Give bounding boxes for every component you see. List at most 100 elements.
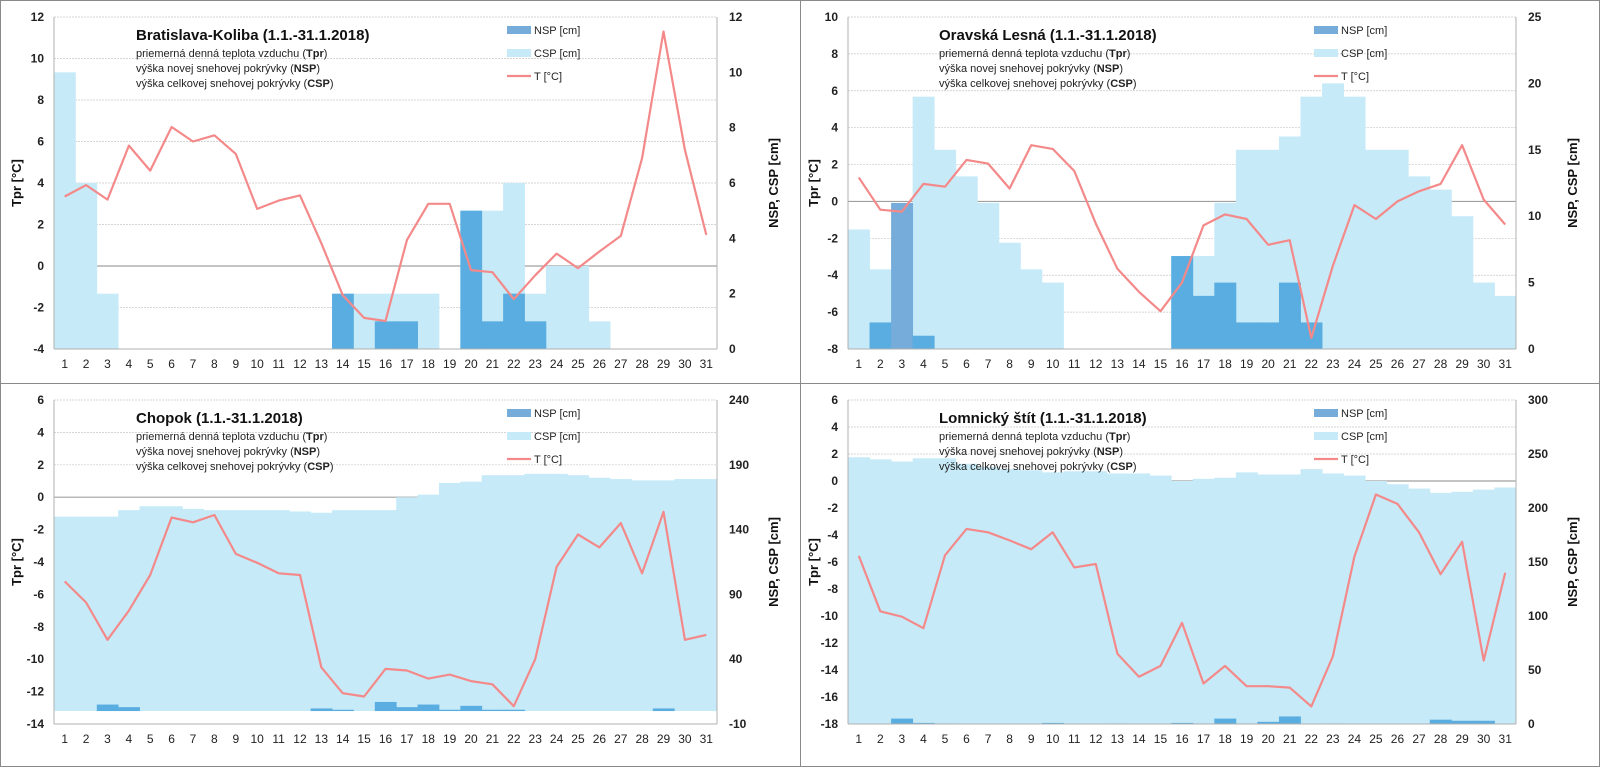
legend-swatch-csp [507, 432, 531, 440]
x-tick-label: 16 [1175, 732, 1189, 746]
x-tick-label: 22 [507, 357, 521, 371]
x-tick-label: 30 [1477, 357, 1491, 371]
csp-bar [310, 512, 333, 712]
x-tick-label: 4 [126, 732, 133, 746]
csp-bar [417, 494, 440, 712]
subtitle-line: výška novej snehovej pokrývky (NSP) [136, 446, 320, 458]
subtitle-end: ) [1127, 431, 1131, 443]
chart-panel-chopok: -14 -12 -10 -8 -6 -4 -2 0 2 4 6 -10 40 90 140 190 240 1 2 3… [0, 383, 801, 767]
subtitle-abbr: CSP [1110, 461, 1133, 473]
csp-bar [848, 229, 870, 349]
nsp-bar [396, 321, 418, 349]
csp-bar [1408, 176, 1431, 349]
nsp-bar [524, 321, 547, 349]
legend-label-t: T [°C] [534, 454, 562, 466]
y-tick-label: -2 [827, 501, 838, 515]
x-tick-label: 9 [1028, 357, 1035, 371]
chart-title: Oravská Lesná (1.1.-31.1.2018) [939, 27, 1157, 44]
x-tick-label: 27 [614, 732, 628, 746]
nsp-bar [438, 709, 461, 712]
nsp-bar [1192, 295, 1215, 349]
y-axis-title: Tpr [°C] [9, 538, 24, 586]
x-tick-label: 29 [1455, 357, 1469, 371]
x-tick-label: 26 [1391, 357, 1405, 371]
x-tick-label: 2 [877, 732, 884, 746]
nsp-bar [891, 718, 914, 724]
x-tick-label: 15 [357, 357, 371, 371]
x-tick-label: 9 [232, 732, 239, 746]
y2-tick-label: 0 [1528, 717, 1535, 731]
subtitle-text: výška celkovej snehovej pokrývky ( [939, 461, 1111, 473]
x-tick-label: 5 [147, 732, 154, 746]
x-tick-label: 25 [571, 357, 585, 371]
x-tick-label: 19 [443, 732, 457, 746]
x-tick-label: 15 [1154, 732, 1168, 746]
csp-bar [1429, 492, 1452, 724]
x-tick-label: 15 [357, 732, 371, 746]
subtitle-text: výška novej snehovej pokrývky ( [136, 446, 294, 458]
csp-bar [631, 480, 654, 712]
y2-tick-label: 25 [1528, 10, 1542, 24]
subtitle-line: priemerná denná teplota vzduchu (Tpr) [136, 431, 327, 443]
csp-bar [1451, 491, 1474, 724]
nsp-bar [417, 704, 440, 712]
x-tick-label: 27 [1412, 357, 1426, 371]
y-tick-label: -10 [821, 609, 839, 623]
nsp-bar [869, 322, 892, 349]
subtitle-text: výška celkovej snehovej pokrývky ( [136, 78, 308, 90]
nsp-bar [1257, 721, 1280, 724]
x-tick-label: 12 [293, 732, 307, 746]
csp-bar [246, 510, 269, 712]
x-tick-label: 7 [190, 357, 197, 371]
x-tick-label: 4 [920, 357, 927, 371]
x-tick-label: 27 [614, 357, 628, 371]
x-tick-label: 14 [1132, 732, 1146, 746]
legend-label-nsp: NSP [cm] [534, 25, 580, 37]
x-tick-label: 26 [593, 357, 607, 371]
nsp-bar [481, 709, 504, 712]
x-tick-label: 30 [1477, 732, 1491, 746]
subtitle-abbr: NSP [1097, 446, 1120, 458]
y-tick-label: 4 [831, 121, 838, 135]
x-tick-label: 1 [855, 732, 862, 746]
csp-bar [1106, 473, 1129, 724]
x-tick-label: 31 [1499, 357, 1513, 371]
subtitle-text: priemerná denná teplota vzduchu ( [939, 48, 1109, 60]
x-tick-label: 12 [1089, 357, 1103, 371]
x-tick-label: 10 [250, 357, 264, 371]
subtitle-abbr: CSP [1110, 78, 1133, 90]
subtitle-end: ) [1133, 461, 1137, 473]
x-tick-label: 28 [1434, 357, 1448, 371]
y-tick-label: -2 [33, 301, 44, 315]
subtitle-end: ) [1119, 446, 1123, 458]
y-tick-label: 2 [831, 447, 838, 461]
csp-bar [332, 510, 354, 712]
csp-bar [289, 511, 312, 712]
csp-bar [1063, 471, 1086, 724]
nsp-bar [1214, 282, 1237, 349]
legend-swatch-csp [1314, 49, 1338, 57]
y2-tick-label: 90 [729, 587, 743, 601]
x-tick-label: 1 [61, 732, 68, 746]
legend-swatch-csp [507, 49, 531, 57]
x-tick-label: 20 [1262, 357, 1276, 371]
x-tick-label: 24 [550, 732, 564, 746]
y-tick-label: -6 [827, 555, 838, 569]
x-tick-label: 3 [899, 732, 906, 746]
y-tick-label: 10 [31, 52, 45, 66]
x-tick-label: 9 [232, 357, 239, 371]
x-tick-label: 2 [83, 732, 90, 746]
subtitle-abbr: NSP [294, 63, 317, 75]
x-tick-label: 21 [1283, 732, 1297, 746]
x-tick-label: 7 [985, 357, 992, 371]
csp-bar [503, 475, 525, 712]
y2-tick-label: 10 [729, 65, 743, 79]
y-tick-label: -8 [827, 342, 838, 356]
csp-bar [610, 479, 632, 712]
subtitle-abbr: NSP [294, 446, 317, 458]
x-tick-label: 29 [657, 357, 671, 371]
nsp-bar [1429, 719, 1452, 724]
y2-tick-label: 140 [729, 523, 749, 537]
nsp-bar [1278, 716, 1301, 724]
